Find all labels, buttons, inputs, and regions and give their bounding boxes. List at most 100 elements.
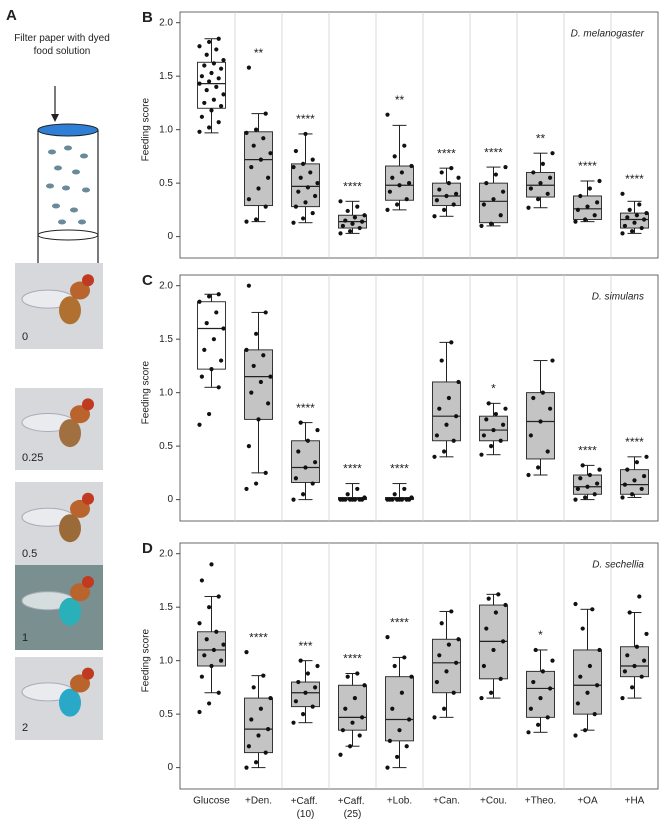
data-point — [632, 478, 637, 483]
data-point — [573, 497, 578, 502]
data-point — [305, 438, 310, 443]
fly-abdomen — [59, 419, 81, 448]
data-point — [301, 216, 306, 221]
data-point — [244, 486, 249, 492]
data-point — [536, 722, 541, 727]
data-point — [268, 695, 273, 701]
data-point — [583, 217, 588, 222]
data-point — [268, 374, 273, 379]
data-point — [254, 481, 259, 486]
data-point — [360, 219, 365, 224]
data-point — [221, 642, 226, 647]
data-point — [216, 120, 221, 125]
data-point — [489, 444, 494, 449]
data-point — [484, 626, 489, 631]
data-point — [338, 199, 343, 204]
data-point — [580, 463, 585, 468]
data-point — [493, 411, 498, 417]
data-point — [444, 669, 449, 674]
data-point — [355, 671, 360, 676]
significance: **** — [343, 179, 362, 193]
significance: * — [491, 382, 496, 396]
data-point — [197, 422, 202, 427]
data-point — [538, 419, 543, 424]
data-point — [362, 683, 367, 688]
fly-thorax — [70, 499, 90, 518]
data-point — [211, 337, 216, 342]
panel-label: B — [142, 9, 153, 26]
data-point — [536, 465, 541, 470]
data-point — [644, 210, 649, 216]
data-point — [540, 390, 546, 395]
y-tick-label: 0 — [167, 231, 173, 242]
data-point — [266, 401, 271, 406]
x-tick-label: +Theo. — [525, 796, 556, 807]
significance: ** — [395, 93, 405, 107]
data-point — [573, 219, 578, 224]
data-point — [548, 686, 553, 691]
significance: ** — [536, 131, 546, 145]
data-point — [246, 197, 251, 202]
data-point — [350, 720, 355, 725]
data-point — [246, 283, 251, 288]
data-point — [627, 207, 632, 212]
x-tick-line: (10) — [297, 809, 315, 820]
data-point — [439, 170, 444, 175]
data-point — [343, 497, 348, 502]
data-point — [350, 221, 355, 226]
data-point — [585, 204, 590, 209]
x-tick-line: +Caff. — [291, 796, 321, 807]
data-point — [293, 204, 298, 209]
data-point — [207, 411, 212, 417]
data-point — [489, 221, 494, 226]
data-point — [291, 164, 296, 170]
data-point — [291, 220, 296, 225]
plot-frame — [179, 11, 659, 259]
y-tick-label: 2.0 — [159, 17, 173, 28]
data-point — [528, 706, 534, 711]
data-point — [251, 685, 256, 690]
data-point — [491, 427, 496, 433]
data-point — [573, 733, 578, 738]
data-point — [293, 699, 298, 704]
data-point — [258, 379, 263, 385]
data-point — [352, 497, 357, 502]
data-point — [451, 690, 456, 695]
data-point — [268, 151, 273, 156]
data-point — [261, 353, 266, 358]
data-point — [207, 39, 212, 45]
data-point — [352, 695, 357, 701]
data-point — [263, 310, 268, 315]
data-point — [204, 52, 209, 57]
y-tick-label: 0.5 — [159, 178, 173, 189]
box — [432, 381, 461, 442]
data-point — [642, 217, 647, 222]
data-point — [244, 649, 249, 655]
significance: **** — [343, 652, 362, 666]
data-point — [345, 208, 350, 214]
data-point — [639, 674, 644, 679]
data-point — [207, 701, 212, 706]
data-point — [211, 61, 216, 66]
data-point — [481, 202, 486, 207]
panel-label: D — [142, 540, 153, 557]
y-tick-label: 1.5 — [159, 334, 173, 345]
data-point — [263, 470, 268, 475]
fly-head — [82, 576, 94, 588]
data-point — [313, 685, 318, 690]
data-point — [385, 765, 390, 770]
y-tick-label: 0 — [167, 494, 173, 505]
data-point — [597, 178, 602, 184]
y-tick-label: 0.5 — [159, 441, 173, 452]
data-point — [263, 111, 268, 116]
box — [432, 638, 461, 694]
data-point — [501, 189, 506, 194]
data-point — [251, 363, 256, 369]
data-point — [199, 114, 204, 119]
data-point — [399, 170, 404, 175]
data-point — [340, 223, 345, 229]
data-point — [501, 422, 506, 427]
y-axis-label: Feeding score — [141, 629, 152, 693]
data-point — [211, 647, 216, 653]
data-point — [214, 629, 219, 634]
